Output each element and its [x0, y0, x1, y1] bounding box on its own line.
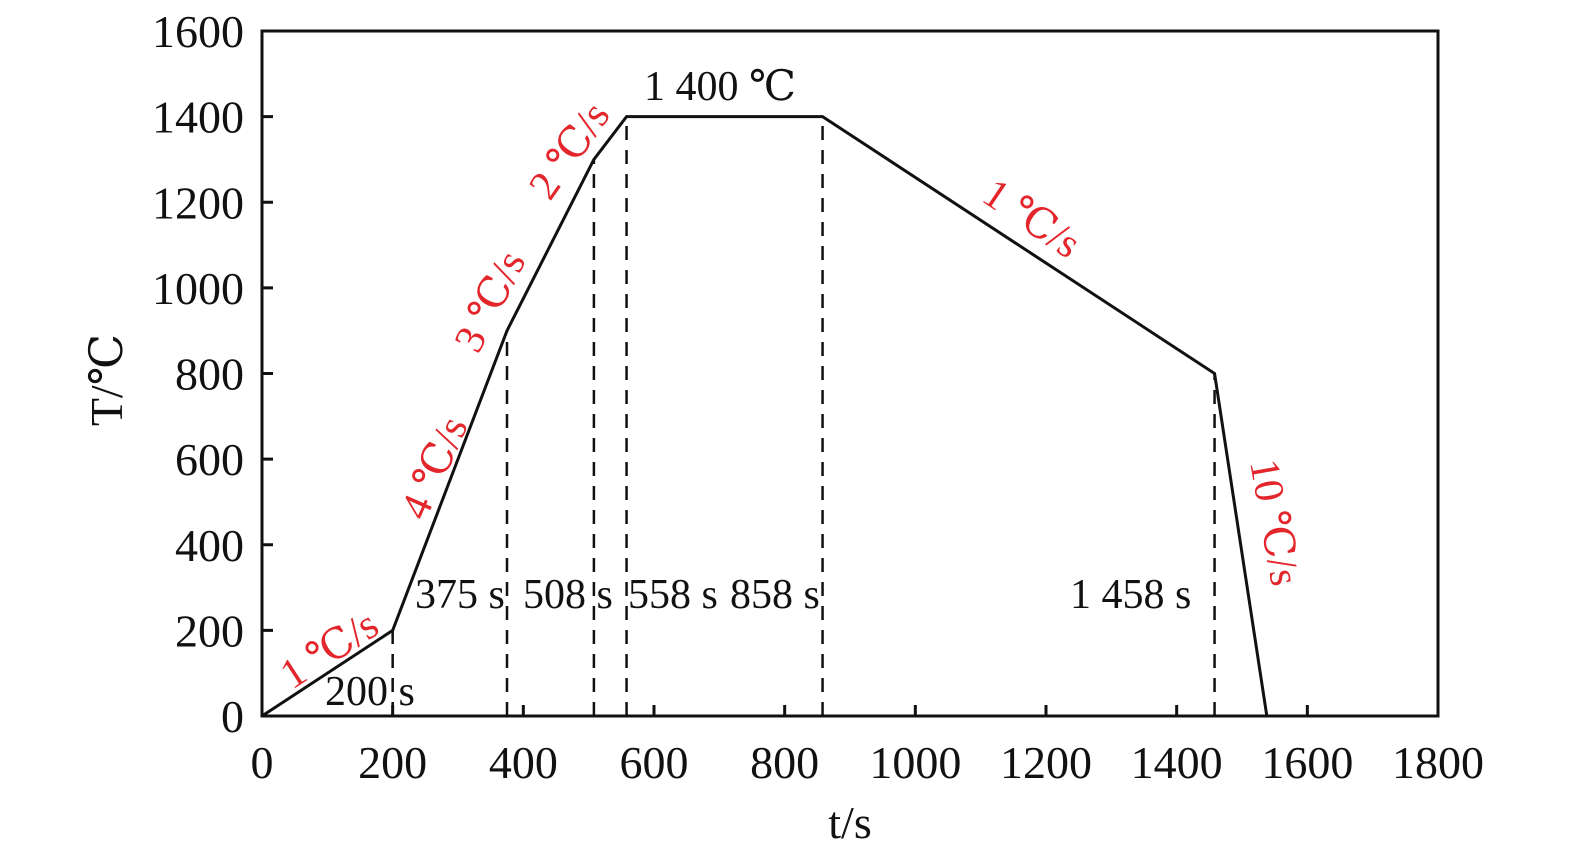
y-tick-label: 1400 — [152, 92, 244, 143]
rate-label-heat-2: 2 ℃/s — [521, 94, 620, 208]
marker-label-1458: 1 458 s — [1070, 572, 1191, 618]
marker-label-375: 375 s — [415, 572, 505, 618]
y-tick-label: 1600 — [152, 6, 244, 57]
y-tick-label: 400 — [175, 520, 244, 571]
plot-frame — [260, 29, 1440, 718]
marker-label-508: 508 s — [523, 572, 613, 618]
y-tick-label: 800 — [175, 349, 244, 400]
y-tick-label: 200 — [175, 605, 244, 656]
x-tick-label: 1600 — [1261, 737, 1353, 788]
y-tick-label: 600 — [175, 434, 244, 485]
x-tick-label: 600 — [620, 737, 689, 788]
x-tick-label: 400 — [489, 737, 558, 788]
marker-label-858: 858 s — [730, 572, 820, 618]
temperature-curve — [261, 115, 1269, 718]
x-axis-label: t/s — [828, 797, 871, 848]
rate-label-heat-4: 4 ℃/s — [392, 410, 477, 526]
x-tick-label: 1200 — [1000, 737, 1092, 788]
y-tick-label: 1200 — [152, 177, 244, 228]
x-tick-label: 1800 — [1392, 737, 1484, 788]
x-tick-label: 1400 — [1131, 737, 1223, 788]
plateau-label: 1 400 ℃ — [644, 64, 796, 110]
marker-label-558: 558 s — [628, 572, 718, 618]
x-tick-label: 0 — [251, 737, 274, 788]
marker-label-200: 200 s — [325, 669, 415, 715]
x-tick-label: 1000 — [869, 737, 961, 788]
rate-label-cool-10: 10 ℃/s — [1240, 456, 1307, 590]
y-tick-label: 0 — [221, 691, 244, 742]
x-tick-label: 800 — [750, 737, 819, 788]
x-tick-label: 200 — [358, 737, 427, 788]
y-tick-label: 1000 — [152, 263, 244, 314]
y-axis-label: T/℃ — [81, 334, 132, 426]
